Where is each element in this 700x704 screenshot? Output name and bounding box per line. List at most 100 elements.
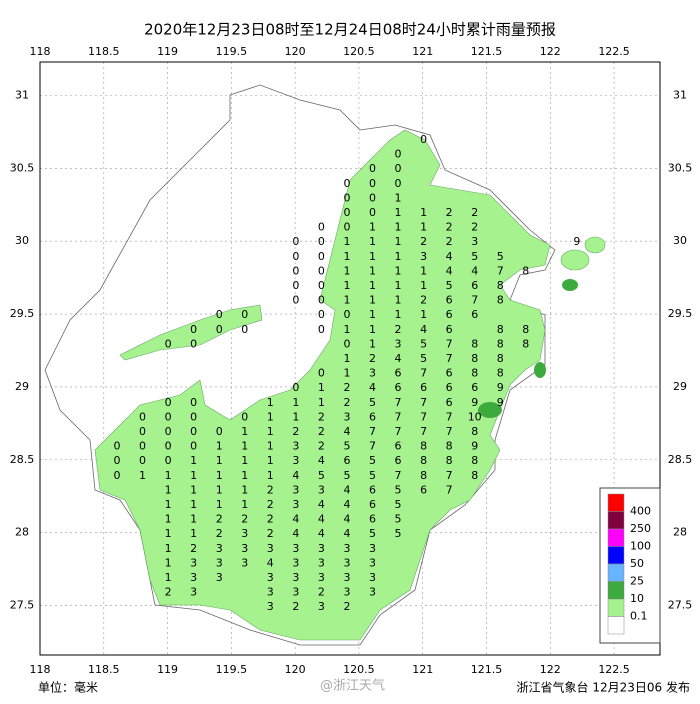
station-value: 6 xyxy=(343,454,350,467)
station-value: 9 xyxy=(471,440,478,453)
lon-label: 118 xyxy=(30,45,51,58)
legend-label: 25 xyxy=(630,575,644,588)
station-value: 5 xyxy=(343,440,350,453)
station-value: 7 xyxy=(395,410,402,423)
station-value: 3 xyxy=(292,498,299,511)
lat-label: 28 xyxy=(673,526,687,539)
station-value: 8 xyxy=(522,264,529,277)
legend-swatch xyxy=(607,598,625,617)
station-value: 7 xyxy=(446,352,453,365)
station-value: 2 xyxy=(267,498,274,511)
station-value: 0 xyxy=(114,469,121,482)
station-value: 4 xyxy=(420,323,427,336)
station-value: 7 xyxy=(446,425,453,438)
station-value: 0 xyxy=(318,235,325,248)
lat-label: 28.5 xyxy=(668,453,693,466)
station-value: 8 xyxy=(497,294,504,307)
station-value: 0 xyxy=(369,206,376,219)
lat-label: 27.5 xyxy=(10,598,35,611)
station-value: 4 xyxy=(318,513,325,526)
legend-swatch xyxy=(607,546,625,565)
station-value: 1 xyxy=(190,498,197,511)
station-value: 3 xyxy=(420,250,427,263)
station-value: 1 xyxy=(395,221,402,234)
station-value: 8 xyxy=(420,440,427,453)
station-value: 1 xyxy=(267,425,274,438)
station-value: 3 xyxy=(292,571,299,584)
station-value: 1 xyxy=(190,469,197,482)
station-value: 2 xyxy=(343,396,350,409)
lat-label: 29.5 xyxy=(668,307,693,320)
station-value: 5 xyxy=(420,337,427,350)
legend-label: 10 xyxy=(630,592,644,605)
station-value: 3 xyxy=(241,556,248,569)
station-value: 0 xyxy=(139,454,146,467)
station-value: 8 xyxy=(471,352,478,365)
legend-label: 50 xyxy=(630,557,644,570)
legend-swatch xyxy=(607,563,625,582)
station-value: 6 xyxy=(395,454,402,467)
station-value: 6 xyxy=(471,308,478,321)
station-value: 1 xyxy=(216,454,223,467)
station-value: 3 xyxy=(292,454,299,467)
station-value: 3 xyxy=(292,542,299,555)
station-value: 1 xyxy=(267,410,274,423)
station-value: 8 xyxy=(497,352,504,365)
station-value: 0 xyxy=(318,264,325,277)
station-value: 1 xyxy=(420,221,427,234)
station-value: 0 xyxy=(165,410,172,423)
station-value: 1 xyxy=(343,279,350,292)
station-value: 1 xyxy=(369,235,376,248)
station-value: 3 xyxy=(267,571,274,584)
rain-strip xyxy=(119,304,263,361)
station-value: 0 xyxy=(292,381,299,394)
station-value: 4 xyxy=(471,264,478,277)
lon-label: 120.5 xyxy=(343,45,375,58)
lon-label: 122 xyxy=(540,663,561,676)
station-value: 3 xyxy=(318,483,325,496)
station-value: 8 xyxy=(471,337,478,350)
lon-label: 120 xyxy=(285,45,306,58)
station-value: 1 xyxy=(343,264,350,277)
lat-label: 27.5 xyxy=(668,598,693,611)
station-value: 1 xyxy=(190,483,197,496)
station-value: 2 xyxy=(420,235,427,248)
station-value: 0 xyxy=(318,221,325,234)
station-value: 1 xyxy=(216,469,223,482)
station-value: 1 xyxy=(241,469,248,482)
station-value: 1 xyxy=(420,264,427,277)
station-value: 7 xyxy=(497,264,504,277)
station-value: 2 xyxy=(165,586,172,599)
station-value: 6 xyxy=(369,513,376,526)
station-value: 5 xyxy=(343,469,350,482)
station-value: 8 xyxy=(497,323,504,336)
station-value: 6 xyxy=(369,410,376,423)
station-value: 1 xyxy=(369,221,376,234)
station-value: 1 xyxy=(241,483,248,496)
lat-label: 28 xyxy=(15,526,29,539)
station-value: 1 xyxy=(343,352,350,365)
station-value: 4 xyxy=(318,498,325,511)
station-value: 8 xyxy=(420,454,427,467)
station-value: 1 xyxy=(267,469,274,482)
station-value: 9 xyxy=(497,381,504,394)
station-value: 4 xyxy=(343,527,350,540)
title: 2020年12月23日08时至12月24日08时24小时累计雨量预报 xyxy=(144,21,556,39)
station-value: 5 xyxy=(497,250,504,263)
station-value: 2 xyxy=(318,440,325,453)
station-value: 1 xyxy=(267,454,274,467)
station-value: 0 xyxy=(292,250,299,263)
island xyxy=(560,249,590,271)
legend-swatch xyxy=(607,493,625,512)
station-value: 0 xyxy=(139,440,146,453)
station-value: 1 xyxy=(420,279,427,292)
station-value: 2 xyxy=(395,323,402,336)
lon-label: 119 xyxy=(157,45,178,58)
station-value: 1 xyxy=(395,206,402,219)
station-value: 1 xyxy=(395,250,402,263)
station-value: 2 xyxy=(318,586,325,599)
station-value: 0 xyxy=(165,425,172,438)
station-value: 9 xyxy=(573,235,580,248)
station-value: 6 xyxy=(420,381,427,394)
